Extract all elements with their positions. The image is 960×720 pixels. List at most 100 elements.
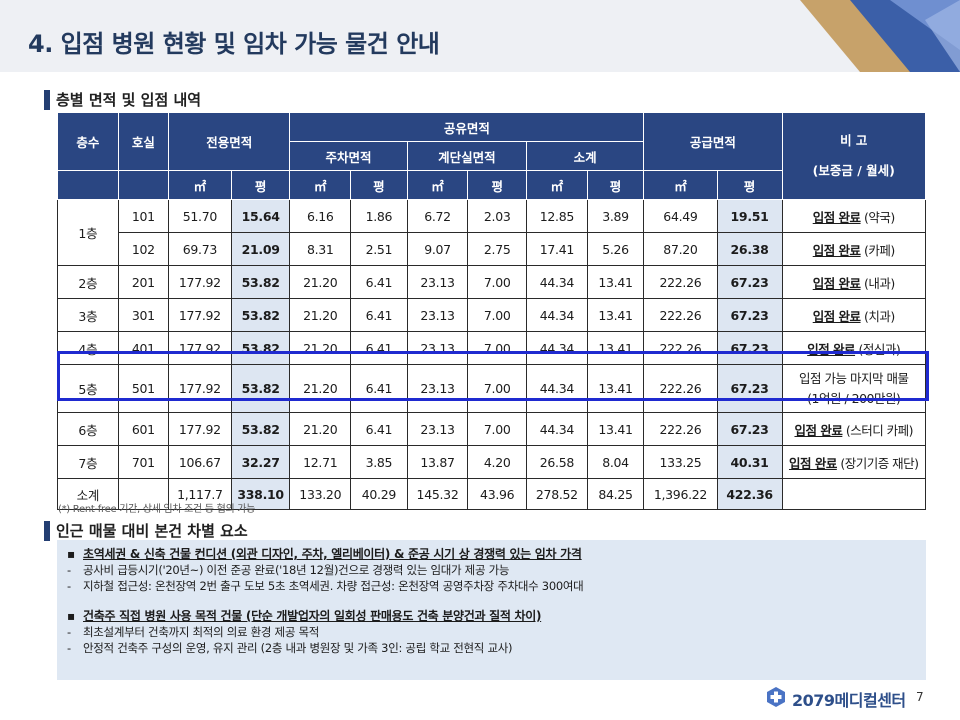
- cell-stair-sqm: 9.07: [406, 232, 469, 266]
- cell-stair-sqm: 6.72: [406, 199, 469, 233]
- cell-parking-sqm: 8.31: [289, 232, 352, 266]
- header-supply-pyeong: 평: [716, 170, 783, 200]
- differentiator-item-text: 최초설계부터 건축까지 최적의 의료 환경 제공 목적: [83, 625, 320, 639]
- header-unit: 호실: [117, 112, 169, 171]
- cell-subtotal-sqm: 44.34: [526, 364, 588, 413]
- cell-exclusive-pyeong: 338.10: [230, 478, 291, 510]
- cell-parking-pyeong: 6.41: [350, 265, 408, 299]
- differentiator-item-text: 공사비 급등시기('20년~) 이전 준공 완료('18년 12월)건으로 경쟁…: [83, 563, 510, 577]
- footer-brand: 2079메디컬센터: [792, 691, 906, 710]
- tenant-status: 입점 완료: [812, 275, 861, 291]
- cell-exclusive-sqm: 1,117.7: [167, 478, 232, 510]
- header-subtotal-sqm: ㎡: [526, 170, 588, 200]
- header-stair-pyeong: 평: [467, 170, 528, 200]
- cell-subtotal-sqm: 44.34: [526, 412, 588, 446]
- header-floor-cont: [57, 170, 119, 200]
- differentiators-box: ▪ 초역세권 & 신축 건물 컨디션 (외관 디자인, 주차, 엘리베이터) & …: [57, 540, 926, 680]
- cell-exclusive-sqm: 69.73: [167, 232, 232, 266]
- header-remarks-title: 비 고: [840, 133, 868, 148]
- section-heading-area: 층별 면적 및 입점 내역: [44, 90, 201, 110]
- cell-exclusive-pyeong: 21.09: [230, 232, 291, 266]
- cell-supply-pyeong: 67.23: [716, 412, 783, 446]
- cell-exclusive-sqm: 177.92: [167, 412, 232, 446]
- differentiator-item: - 지하철 접근성: 온천장역 2번 출구 도보 5초 초역세권. 차량 접근성:…: [67, 578, 916, 594]
- cell-exclusive-pyeong: 53.82: [230, 331, 291, 365]
- cell-parking-sqm: 21.20: [289, 331, 352, 365]
- cell-remark: 입점 완료 (장기기증 재단): [781, 445, 927, 479]
- header-unit-cont: [117, 170, 169, 200]
- tenant-status: 입점 완료: [794, 422, 843, 438]
- header-shared-area: 공유면적: [289, 112, 645, 142]
- tenant-detail: (장기기증 재단): [840, 455, 919, 471]
- cell-stair-sqm: 23.13: [406, 331, 469, 365]
- cell-supply-sqm: 222.26: [643, 298, 718, 332]
- cell-subtotal-pyeong: 8.04: [586, 445, 645, 479]
- table-row: 소계 1,117.7 338.10 133.20 40.29 145.32 43.96 278…: [57, 478, 927, 510]
- table-row: 5층 501 177.92 53.82 21.20 6.41 23.13 7.00 44.34 1…: [57, 364, 927, 413]
- cell-parking-pyeong: 3.85: [350, 445, 408, 479]
- cell-parking-sqm: 21.20: [289, 298, 352, 332]
- differentiator-item: - 안정적 건축주 구성의 운영, 유지 관리 (2층 내과 병원장 및 가족 3…: [67, 640, 916, 656]
- cell-parking-sqm: 6.16: [289, 199, 352, 233]
- cell-supply-pyeong: 26.38: [716, 232, 783, 266]
- cell-exclusive-sqm: 106.67: [167, 445, 232, 479]
- cell-floor: 2층: [57, 265, 119, 299]
- header-band: [0, 0, 960, 72]
- cell-stair-pyeong: 7.00: [467, 412, 528, 446]
- cell-stair-sqm: 13.87: [406, 445, 469, 479]
- bullet-marker: ▪: [67, 547, 75, 561]
- cell-subtotal-pyeong: 13.41: [586, 298, 645, 332]
- dash-marker: -: [67, 641, 71, 655]
- tenant-detail: (정신과): [858, 341, 901, 357]
- differentiator-item: - 최초설계부터 건축까지 최적의 의료 환경 제공 목적: [67, 624, 916, 640]
- header-stair-area: 계단실면적: [406, 141, 528, 171]
- cell-supply-sqm: 64.49: [643, 199, 718, 233]
- table-row: 102 69.73 21.09 8.31 2.51 9.07 2.75 17.41 5.26 87…: [58, 232, 927, 266]
- cell-subtotal-pyeong: 13.41: [586, 331, 645, 365]
- cell-supply-pyeong: 67.23: [716, 364, 783, 413]
- cell-floor: 3층: [57, 298, 119, 332]
- cell-stair-pyeong: 2.03: [467, 199, 528, 233]
- cell-parking-sqm: 21.20: [289, 412, 352, 446]
- table-row: 7층 701 106.67 32.27 12.71 3.85 13.87 4.20 26.58 8…: [57, 445, 927, 479]
- cell-exclusive-sqm: 177.92: [167, 364, 232, 413]
- cell-remark: 입점 완료 (내과): [781, 265, 927, 299]
- cell-unit: [117, 478, 169, 510]
- cell-floor: 소계: [57, 478, 119, 510]
- header-supply-sqm: ㎡: [643, 170, 718, 200]
- dash-marker: -: [67, 625, 71, 639]
- cell-stair-pyeong: 7.00: [467, 364, 528, 413]
- header-exclusive-area: 전용면적: [167, 112, 291, 171]
- medical-cross-logo-icon: [767, 687, 785, 707]
- cell-remark: 입점 완료 (정신과): [781, 331, 927, 365]
- remark-line: (1억원 / 200만원): [807, 390, 901, 406]
- header-exclusive-pyeong: 평: [230, 170, 291, 200]
- tenant-status: 입점 완료: [812, 308, 861, 324]
- header-remarks: 비 고 (보증금 / 월세): [781, 112, 927, 200]
- cell-remark: 입점 완료 (약국): [781, 199, 927, 233]
- cell-parking-sqm: 133.20: [289, 478, 352, 510]
- cell-parking-sqm: 21.20: [289, 364, 352, 413]
- cell-exclusive-sqm: 177.92: [167, 331, 232, 365]
- cell-stair-sqm: 145.32: [406, 478, 469, 510]
- cell-remark: 입점 완료 (치과): [781, 298, 927, 332]
- tenant-detail: (카페): [864, 242, 895, 258]
- area-table: 층수 호실 전용면적 공유면적 공급면적 비 고 (보증금 / 월세) 주차면적…: [57, 112, 927, 510]
- tenant-status: 입점 완료: [812, 209, 861, 225]
- cell-stair-pyeong: 7.00: [467, 298, 528, 332]
- tenant-detail: (약국): [864, 209, 895, 225]
- differentiator-heading: ▪ 초역세권 & 신축 건물 컨디션 (외관 디자인, 주차, 엘리베이터) & …: [67, 546, 916, 562]
- cell-floor: 4층: [57, 331, 119, 365]
- header-floor: 층수: [57, 112, 119, 171]
- cell-subtotal-pyeong: 13.41: [586, 265, 645, 299]
- cell-unit: 101: [117, 199, 169, 233]
- cell-parking-pyeong: 1.86: [350, 199, 408, 233]
- cell-stair-pyeong: 43.96: [467, 478, 528, 510]
- cell-unit: 601: [117, 412, 169, 446]
- cell-exclusive-sqm: 177.92: [167, 298, 232, 332]
- cell-parking-pyeong: 6.41: [350, 298, 408, 332]
- cell-unit: 401: [117, 331, 169, 365]
- cell-parking-sqm: 21.20: [289, 265, 352, 299]
- cell-subtotal-sqm: 26.58: [526, 445, 588, 479]
- cell-floor: 6층: [57, 412, 119, 446]
